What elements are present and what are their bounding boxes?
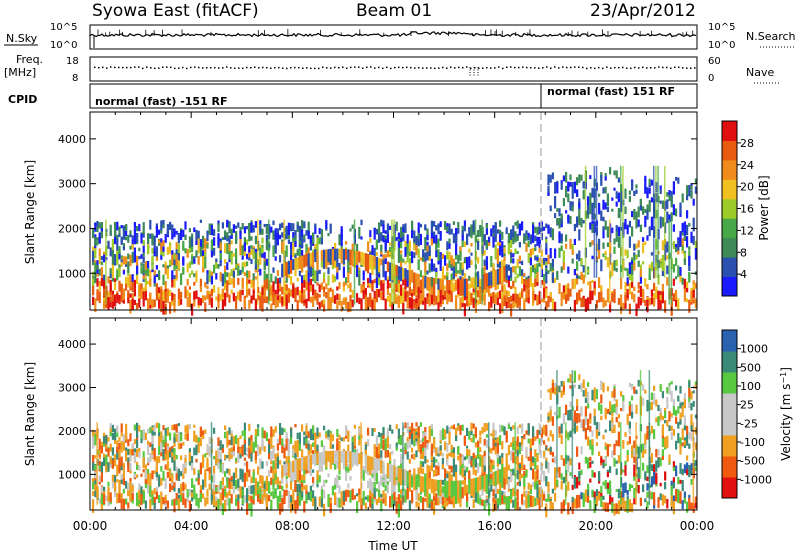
power-colorbar-title: Power [dB]: [757, 175, 771, 240]
beam-title: Beam 01: [356, 1, 432, 21]
power-colorbar-tick: 4: [740, 268, 747, 281]
x-tick-label: 00:00: [73, 519, 108, 533]
power-colorbar-swatch: [722, 179, 737, 200]
velocity-colorbar-tick: 100: [740, 380, 761, 393]
velocity-colorbar-tick: -1000: [740, 473, 772, 486]
velocity-colorbar-swatch: [722, 330, 737, 352]
velocity-y-axis: 1000 2000 3000 4000: [58, 338, 697, 481]
x-tick-label: 20:00: [579, 519, 614, 533]
x-axis-label: Time UT: [367, 539, 418, 553]
x-tick-label: 12:00: [376, 519, 411, 533]
velocity-colorbar-tick: -100: [740, 436, 765, 449]
freq-top-tick: 18: [66, 56, 79, 67]
power-colorbar-tick: 24: [740, 159, 754, 172]
cpid-label: CPID: [8, 93, 37, 106]
power-x-ticks: [89, 112, 698, 310]
velocity-colorbar: 1000 500 100 25 -25 -100 -500 -1000: [721, 329, 772, 499]
power-y-axis: 1000 2000 3000 4000: [58, 133, 697, 280]
power-ylabel: Slant Range [km]: [23, 160, 37, 264]
velocity-colorbar-swatch: [722, 351, 737, 373]
y-tick-label: 4000: [58, 338, 86, 351]
power-colorbar-tick: 16: [740, 203, 754, 216]
nsky-trace: [89, 29, 697, 48]
velocity-colorbar-swatch: [722, 372, 737, 394]
freq-strip-frame: [89, 56, 698, 82]
nsky-top-tick: 10^5: [50, 22, 77, 33]
velocity-ylabel: Slant Range [km]: [23, 362, 37, 466]
power-colorbar-swatch: [722, 218, 737, 239]
freq-bottom-tick: 8: [72, 73, 78, 84]
y-tick-label: 1000: [58, 267, 86, 280]
date-title: 23/Apr/2012: [590, 1, 696, 21]
nsearch-label: N.Search: [746, 30, 796, 43]
y-tick-label: 1000: [58, 468, 86, 481]
nsky-label: N.Sky: [6, 32, 38, 45]
y-tick-label: 2000: [58, 222, 86, 235]
velocity-colorbar-swatch: [722, 456, 737, 478]
power-heatmap: [92, 165, 697, 317]
velocity-colorbar-swatch: [722, 414, 737, 436]
power-colorbar-swatch: [722, 237, 737, 258]
y-tick-label: 2000: [58, 425, 86, 438]
cpid-mode-1: normal (fast) -151 RF: [95, 95, 228, 108]
power-colorbar-swatch: [722, 140, 737, 161]
freq-label: Freq.: [16, 53, 43, 66]
nave-label: Nave: [746, 66, 774, 79]
velocity-colorbar-tick: 500: [740, 361, 761, 374]
velocity-colorbar-tick: -25: [740, 417, 758, 430]
y-tick-label: 3000: [58, 382, 86, 395]
x-tick-label: 16:00: [477, 519, 512, 533]
freq-unit-label: [MHz]: [4, 66, 36, 79]
power-colorbar-tick: 12: [740, 224, 754, 237]
station-title: Syowa East (fitACF): [92, 1, 259, 21]
power-colorbar-swatch: [722, 198, 737, 219]
velocity-x-ticks: [89, 318, 698, 510]
nsearch-top-tick: 10^5: [708, 22, 735, 33]
velocity-colorbar-tick: -500: [740, 455, 765, 468]
nave-bottom-tick: 0: [708, 73, 714, 84]
velocity-colorbar-swatch: [722, 393, 737, 415]
velocity-heatmap: [92, 370, 697, 518]
x-tick-labels: 00:00 04:00 08:00 12:00 16:00 20:00 00:00: [73, 519, 715, 533]
velocity-colorbar-swatch: [722, 477, 737, 499]
y-tick-label: 3000: [58, 178, 86, 191]
power-colorbar-swatch: [722, 159, 737, 180]
x-tick-label: 08:00: [275, 519, 310, 533]
power-colorbar-swatch: [722, 276, 737, 297]
velocity-colorbar-swatch: [722, 435, 737, 457]
power-colorbar-swatch: [722, 257, 737, 278]
velocity-colorbar-tick: 1000: [740, 343, 768, 356]
power-colorbar-swatch: [722, 121, 737, 141]
x-tick-label: 00:00: [680, 519, 715, 533]
power-colorbar-tick: 8: [740, 246, 747, 259]
cpid-strip-frame: [89, 83, 698, 109]
power-colorbar: 4 8 12 16 20 24 28: [721, 120, 754, 297]
nsky-bottom-tick: 10^0: [50, 40, 77, 51]
velocity-colorbar-title: Velocity [m s−1]: [779, 367, 794, 461]
x-tick-label: 04:00: [174, 519, 209, 533]
power-colorbar-tick: 20: [740, 181, 754, 194]
nsky-strip-frame: [89, 24, 698, 50]
nave-top-tick: 60: [708, 56, 721, 67]
cpid-mode-2: normal (fast) 151 RF: [547, 85, 675, 98]
velocity-colorbar-tick: 25: [740, 399, 754, 412]
nsearch-bottom-tick: 10^0: [708, 40, 735, 51]
freq-trace: [94, 66, 696, 77]
power-colorbar-tick: 28: [740, 137, 754, 150]
y-tick-label: 4000: [58, 133, 86, 146]
